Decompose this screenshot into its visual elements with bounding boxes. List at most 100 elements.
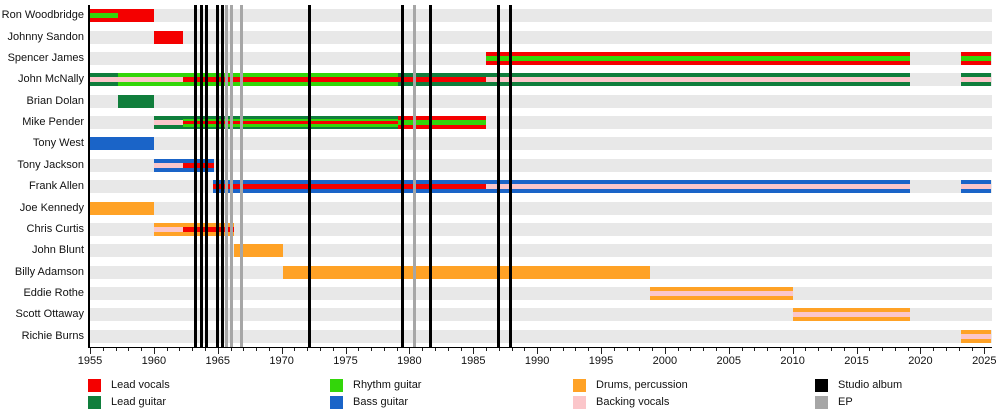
member-row-band (90, 201, 992, 215)
bar-role-stripe (486, 77, 911, 83)
bar-segment (153, 30, 183, 44)
bar-segment (118, 73, 183, 87)
x-major-tick (409, 348, 411, 354)
x-minor-tick (882, 348, 884, 351)
x-minor-tick (818, 348, 820, 351)
member-row-band (90, 94, 992, 108)
x-minor-tick (703, 348, 705, 351)
bar-role-stripe (960, 55, 992, 61)
bar-segment (182, 73, 398, 87)
x-major-tick (728, 348, 730, 354)
x-minor-tick (358, 348, 360, 351)
x-major-tick (281, 348, 283, 354)
x-minor-tick (243, 348, 245, 351)
x-major-tick (217, 348, 219, 354)
x-minor-tick (383, 348, 385, 351)
bar-role-stripe (182, 162, 214, 168)
x-major-tick (984, 348, 986, 354)
x-major-tick (473, 348, 475, 354)
legend-swatch-ep (815, 396, 828, 409)
member-label: Brian Dolan (26, 94, 84, 107)
x-tick-label: 1990 (524, 355, 550, 367)
x-minor-tick (716, 348, 718, 351)
legend-label: Drums, percussion (596, 379, 688, 391)
x-minor-tick (230, 348, 232, 351)
bar-role-stripe (960, 184, 992, 190)
x-major-tick (856, 348, 858, 354)
member-label: John Blunt (32, 244, 84, 257)
bar-segment (960, 51, 992, 65)
legend-swatch-drums (573, 379, 586, 392)
member-label: Tony Jackson (17, 158, 84, 171)
album-line (221, 5, 225, 347)
x-minor-tick (498, 348, 500, 351)
x-minor-tick (907, 348, 909, 351)
legend-label: Studio album (838, 379, 903, 391)
member-row-band (90, 244, 992, 258)
x-minor-tick (575, 348, 577, 351)
x-major-tick (792, 348, 794, 354)
ep-line (413, 5, 416, 347)
bar-segment (486, 180, 911, 194)
bar-role-stripe-inner (182, 121, 398, 125)
bar-segment (792, 308, 911, 322)
member-label: Joe Kennedy (19, 201, 84, 214)
x-minor-tick (894, 348, 896, 351)
bar-segment (234, 244, 283, 258)
x-minor-tick (933, 348, 935, 351)
album-line (509, 5, 513, 347)
x-minor-tick (754, 348, 756, 351)
ep-line (229, 5, 233, 347)
bar-role-stripe (90, 13, 119, 19)
member-label: Tony West (32, 137, 84, 150)
x-minor-tick (779, 348, 781, 351)
bar-role-stripe (182, 77, 398, 83)
x-minor-tick (562, 348, 564, 351)
member-label: Mike Pender (22, 116, 84, 129)
member-label: Eddie Rothe (23, 287, 84, 300)
x-tick-label: 1965 (205, 355, 230, 367)
legend-label: Lead guitar (111, 396, 167, 408)
member-row-band (90, 137, 992, 151)
bar-segment (153, 222, 183, 236)
x-tick-label: 1995 (588, 355, 614, 367)
x-minor-tick (767, 348, 769, 351)
x-minor-tick (422, 348, 424, 351)
bar-segment (153, 158, 183, 172)
album-line (193, 5, 197, 347)
x-tick-label: 2010 (780, 355, 805, 367)
x-minor-tick (805, 348, 807, 351)
bar-role-stripe (153, 226, 183, 232)
x-tick-label: 2025 (972, 355, 997, 367)
bar-segment (486, 73, 911, 87)
x-minor-tick (460, 348, 462, 351)
x-major-tick (90, 348, 91, 354)
album-line (216, 5, 220, 347)
legend-label: Bass guitar (353, 396, 409, 408)
bar-role-stripe (153, 120, 183, 126)
x-major-tick (153, 348, 155, 354)
member-label: Spencer James (7, 51, 84, 64)
album-line (400, 5, 404, 347)
legend-swatch-lead_guitar (88, 396, 101, 409)
x-minor-tick (294, 348, 296, 351)
bar-segment (649, 287, 793, 301)
x-minor-tick (971, 348, 973, 351)
bar-role-stripe (182, 226, 235, 232)
album-line (496, 5, 500, 347)
bar-segment (90, 137, 154, 151)
x-minor-tick (843, 348, 845, 351)
bar-segment (90, 9, 119, 23)
x-minor-tick (613, 348, 615, 351)
x-minor-tick (115, 348, 117, 351)
x-major-tick (601, 348, 603, 354)
x-minor-tick (447, 348, 449, 351)
bar-segment (90, 201, 154, 215)
bar-role-stripe (153, 162, 183, 168)
x-minor-tick (588, 348, 590, 351)
x-major-tick (537, 348, 539, 354)
x-minor-tick (256, 348, 258, 351)
legend-swatch-bass_guitar (330, 396, 343, 409)
bar-segment (182, 116, 398, 130)
legend-swatch-backing_vocals (573, 396, 586, 409)
